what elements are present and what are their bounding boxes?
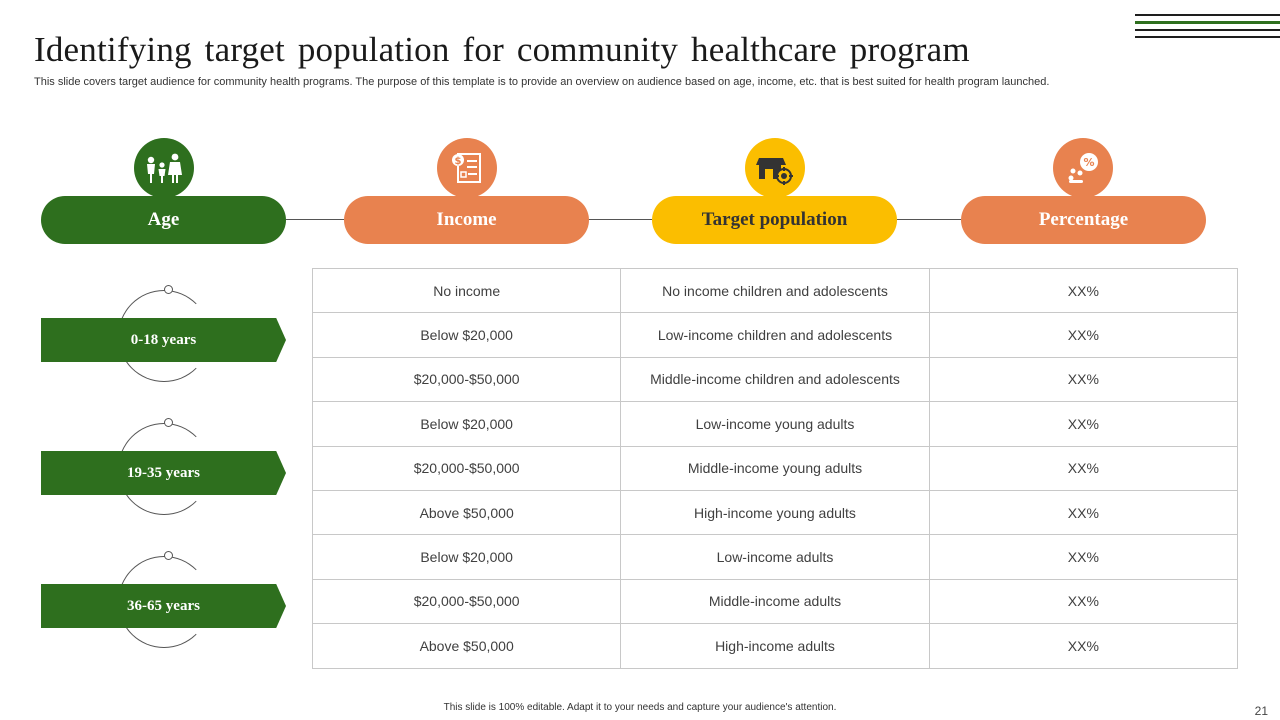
table-row: $20,000-$50,000 Middle-income young adul… [311, 445, 1239, 491]
percentage-people-icon: % [1053, 138, 1113, 198]
income-cell: Below $20,000 [311, 312, 622, 358]
percentage-cell: XX% [928, 401, 1239, 447]
svg-text:%: % [1083, 156, 1094, 169]
header-connector [286, 219, 344, 220]
population-cell: Low-income children and adolescents [620, 312, 930, 358]
table-row: Below $20,000 Low-income young adults XX… [311, 401, 1239, 447]
age-group-label: 19-35 years [41, 451, 286, 495]
population-table: No income No income children and adolesc… [311, 267, 1239, 669]
percentage-cell: XX% [928, 534, 1239, 580]
population-cell: Low-income young adults [620, 401, 930, 447]
income-document-icon: $ [437, 138, 497, 198]
store-target-icon [745, 138, 805, 198]
header-age: Age [41, 196, 286, 244]
header-connector [588, 219, 652, 220]
age-group-label: 36-65 years [41, 584, 286, 628]
decorative-lines [1135, 14, 1280, 43]
arc-dot [164, 551, 173, 560]
family-icon [134, 138, 194, 198]
table-row: Below $20,000 Low-income children and ad… [311, 312, 1239, 358]
population-cell: No income children and adolescents [620, 267, 930, 314]
population-cell: High-income young adults [620, 489, 930, 536]
income-cell: Below $20,000 [311, 401, 622, 447]
percentage-cell: XX% [928, 312, 1239, 358]
table-row: Below $20,000 Low-income adults XX% [311, 534, 1239, 580]
header-percentage: Percentage [961, 196, 1206, 244]
percentage-cell: XX% [928, 489, 1239, 536]
age-group-label: 0-18 years [41, 318, 286, 362]
svg-text:$: $ [455, 156, 462, 167]
income-cell: $20,000-$50,000 [311, 578, 622, 625]
header-connector [897, 219, 961, 220]
slide-title: Identifying target population for commun… [34, 30, 970, 69]
population-cell: Middle-income children and adolescents [620, 356, 930, 403]
table-row: Above $50,000 High-income young adults X… [311, 489, 1239, 536]
table-row: No income No income children and adolesc… [311, 267, 1239, 314]
population-cell: Low-income adults [620, 534, 930, 580]
income-cell: $20,000-$50,000 [311, 356, 622, 403]
income-cell: Below $20,000 [311, 534, 622, 580]
table-row: Above $50,000 High-income adults XX% [311, 623, 1239, 669]
arc-dot [164, 418, 173, 427]
percentage-cell: XX% [928, 445, 1239, 491]
population-cell: Middle-income young adults [620, 445, 930, 491]
percentage-cell: XX% [928, 356, 1239, 403]
page-number: 21 [1254, 704, 1268, 718]
arc-dot [164, 285, 173, 294]
income-cell: Above $50,000 [311, 489, 622, 536]
percentage-cell: XX% [928, 267, 1239, 314]
header-income: Income [344, 196, 589, 244]
income-cell: Above $50,000 [311, 623, 622, 669]
population-cell: High-income adults [620, 623, 930, 669]
header-target-population: Target population [652, 196, 897, 244]
percentage-cell: XX% [928, 623, 1239, 669]
percentage-cell: XX% [928, 578, 1239, 625]
income-cell: $20,000-$50,000 [311, 445, 622, 491]
slide-footer: This slide is 100% editable. Adapt it to… [443, 702, 837, 713]
table-row: $20,000-$50,000 Middle-income adults XX% [311, 578, 1239, 625]
income-cell: No income [311, 267, 622, 314]
table-row: $20,000-$50,000 Middle-income children a… [311, 356, 1239, 403]
slide-subtitle: This slide covers target audience for co… [34, 76, 1050, 88]
population-cell: Middle-income adults [620, 578, 930, 625]
